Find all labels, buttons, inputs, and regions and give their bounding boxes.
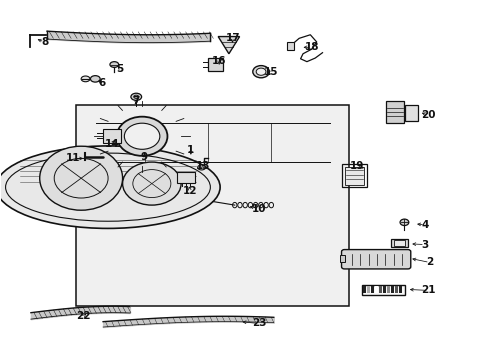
Text: 1: 1 bbox=[187, 144, 194, 154]
Bar bbox=[405, 105, 417, 121]
Text: 20: 20 bbox=[421, 111, 435, 121]
Ellipse shape bbox=[122, 162, 181, 205]
Bar bbox=[385, 101, 404, 123]
Bar bbox=[76, 105, 348, 306]
Bar bbox=[382, 286, 385, 293]
Ellipse shape bbox=[90, 76, 100, 82]
Bar bbox=[363, 286, 366, 293]
Ellipse shape bbox=[81, 76, 90, 82]
Bar bbox=[286, 42, 293, 50]
Bar bbox=[398, 286, 401, 293]
Bar bbox=[390, 239, 407, 247]
Ellipse shape bbox=[117, 117, 167, 156]
Text: 14: 14 bbox=[104, 139, 119, 149]
Text: 8: 8 bbox=[41, 37, 48, 47]
Text: 6: 6 bbox=[98, 78, 105, 88]
Text: 16: 16 bbox=[211, 56, 226, 66]
Text: 15: 15 bbox=[264, 67, 278, 77]
Text: 17: 17 bbox=[225, 33, 240, 43]
Bar bbox=[393, 240, 404, 246]
Polygon shape bbox=[218, 37, 239, 54]
Text: 9: 9 bbox=[141, 152, 148, 162]
Bar bbox=[390, 286, 393, 293]
Bar bbox=[207, 58, 222, 71]
Text: 10: 10 bbox=[251, 204, 266, 214]
Text: 12: 12 bbox=[182, 186, 197, 196]
Text: 4: 4 bbox=[420, 220, 427, 230]
Ellipse shape bbox=[124, 123, 160, 149]
Text: 7: 7 bbox=[132, 96, 140, 106]
Ellipse shape bbox=[399, 219, 408, 226]
Text: 5: 5 bbox=[116, 64, 123, 74]
Ellipse shape bbox=[110, 62, 119, 67]
Text: 11: 11 bbox=[65, 153, 80, 163]
Text: 22: 22 bbox=[76, 311, 91, 321]
Text: 2: 2 bbox=[426, 257, 432, 267]
Bar bbox=[344, 167, 364, 185]
Ellipse shape bbox=[131, 93, 142, 100]
Bar bbox=[394, 286, 397, 293]
Ellipse shape bbox=[252, 66, 269, 78]
Bar bbox=[103, 129, 121, 143]
Bar bbox=[341, 164, 366, 187]
Text: 3: 3 bbox=[421, 239, 427, 249]
Bar bbox=[366, 286, 369, 293]
Bar bbox=[370, 286, 373, 293]
Bar bbox=[177, 172, 194, 183]
Ellipse shape bbox=[0, 146, 220, 228]
Text: 23: 23 bbox=[251, 319, 266, 328]
Ellipse shape bbox=[134, 95, 139, 98]
Bar bbox=[374, 286, 377, 293]
Bar bbox=[386, 286, 389, 293]
Text: 13: 13 bbox=[195, 161, 210, 171]
Bar bbox=[361, 285, 405, 295]
Bar bbox=[378, 286, 381, 293]
Text: 18: 18 bbox=[304, 42, 318, 52]
Ellipse shape bbox=[40, 146, 122, 210]
FancyBboxPatch shape bbox=[341, 249, 410, 269]
Ellipse shape bbox=[256, 68, 265, 75]
Bar bbox=[339, 255, 345, 262]
Text: 21: 21 bbox=[421, 285, 435, 296]
Ellipse shape bbox=[197, 165, 205, 170]
Text: 19: 19 bbox=[349, 161, 363, 171]
